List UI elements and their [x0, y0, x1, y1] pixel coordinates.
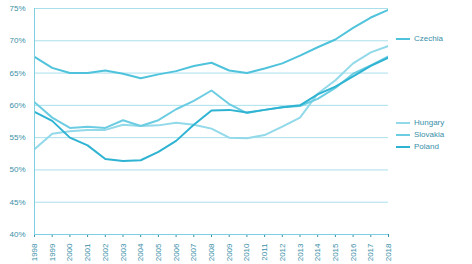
svg-text:2002: 2002: [101, 243, 110, 261]
svg-text:75%: 75%: [9, 4, 25, 13]
svg-text:2007: 2007: [189, 243, 198, 261]
html-text:Hungary: Hungary: [414, 118, 445, 127]
svg-text:2017: 2017: [366, 243, 375, 261]
svg-text:2013: 2013: [296, 243, 305, 261]
svg-text:1998: 1998: [30, 243, 39, 261]
svg-text:40%: 40%: [9, 230, 25, 239]
svg-text:65%: 65%: [9, 69, 25, 78]
svg-text:2010: 2010: [242, 243, 251, 261]
svg-text:45%: 45%: [9, 198, 25, 207]
svg-text:2000: 2000: [65, 243, 74, 261]
svg-text:50%: 50%: [9, 165, 25, 174]
html-text:Slovakia: Slovakia: [414, 130, 445, 139]
svg-text:2004: 2004: [136, 243, 145, 261]
svg-text:2015: 2015: [331, 243, 340, 261]
svg-text:2008: 2008: [207, 243, 216, 261]
svg-text:2006: 2006: [172, 243, 181, 261]
svg-text:60%: 60%: [9, 101, 25, 110]
svg-text:55%: 55%: [9, 133, 25, 142]
html-text:Poland: Poland: [414, 142, 439, 151]
svg-text:2011: 2011: [260, 243, 269, 261]
html-text:Czechia: Czechia: [414, 34, 443, 43]
svg-text:2009: 2009: [225, 243, 234, 261]
svg-text:1999: 1999: [48, 243, 57, 261]
svg-text:2003: 2003: [119, 243, 128, 261]
svg-text:2005: 2005: [154, 243, 163, 261]
svg-text:2012: 2012: [278, 243, 287, 261]
svg-text:2018: 2018: [384, 243, 393, 261]
svg-text:2016: 2016: [349, 243, 358, 261]
svg-text:70%: 70%: [9, 36, 25, 45]
svg-text:2014: 2014: [313, 243, 322, 261]
svg-text:2001: 2001: [83, 243, 92, 261]
